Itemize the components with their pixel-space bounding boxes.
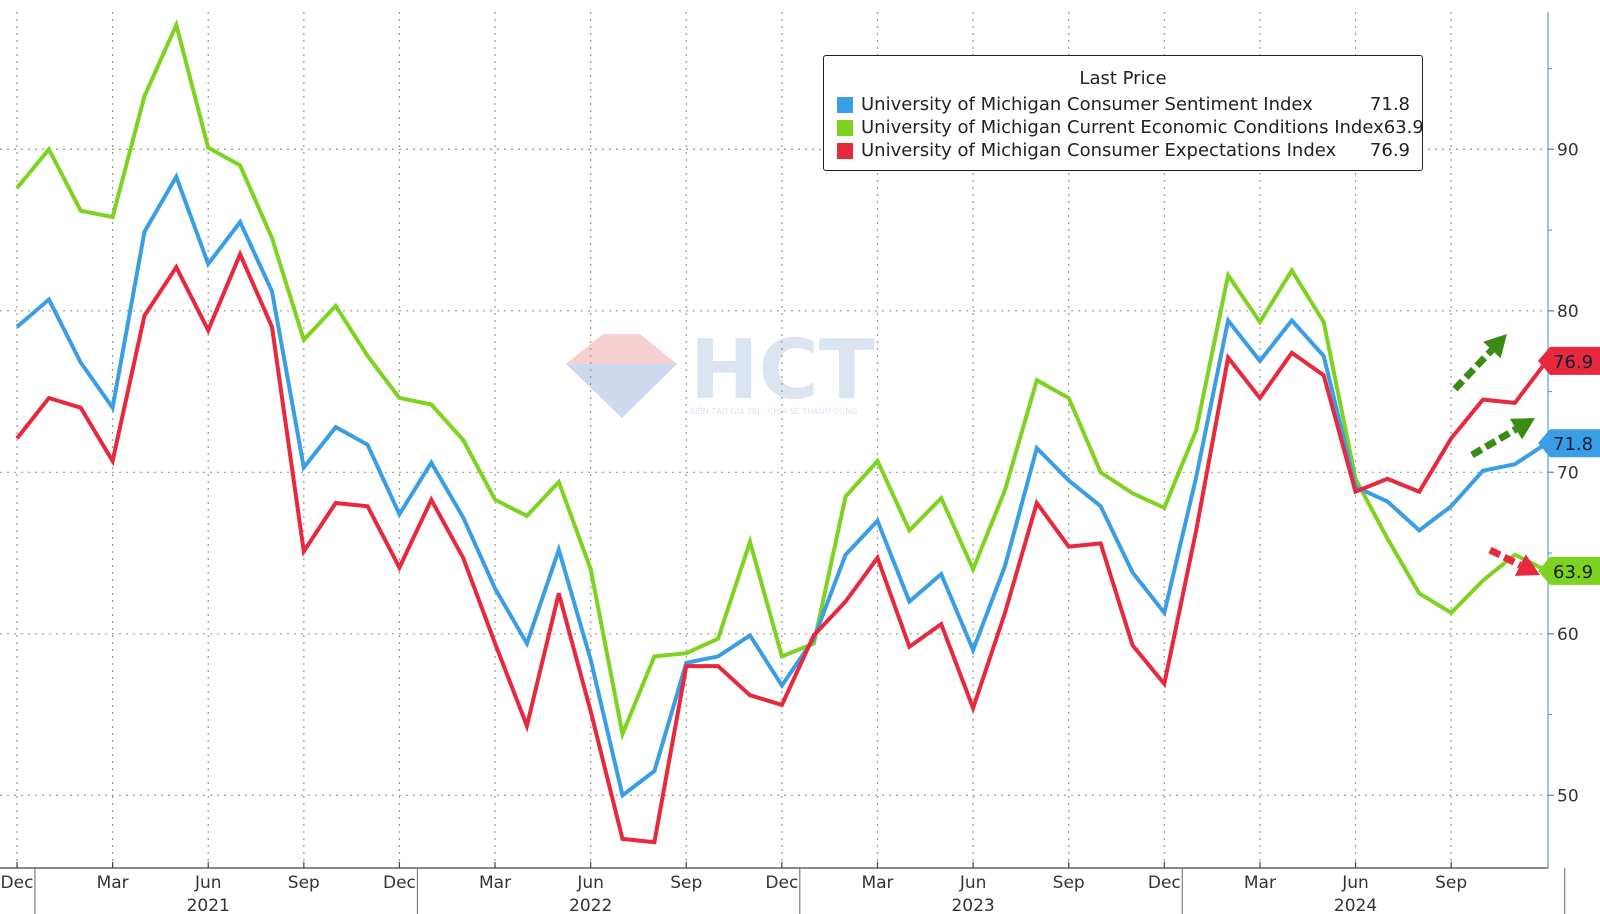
legend-box: Last Price University of Michigan Consum… [823, 55, 1424, 171]
x-year-label: 2022 [569, 896, 612, 914]
x-tick-label: Dec [383, 873, 416, 893]
last-value-tag-current-conditions: 63.9 [1538, 556, 1600, 585]
x-tick-label: Dec [1148, 873, 1181, 893]
x-tick-label: Jun [1341, 873, 1369, 893]
annotation-arrow-up-expectations [1452, 334, 1507, 392]
y-tick-label: 50 [1557, 786, 1579, 806]
x-tick-label: Sep [1435, 873, 1467, 893]
last-value-tag-expectations: 76.9 [1538, 346, 1600, 375]
x-tick-label: Jun [194, 873, 222, 893]
legend-value-expectations: 76.9 [1369, 140, 1410, 161]
last-value-tag-shape [1538, 429, 1600, 458]
y-tick-label: 80 [1557, 302, 1579, 322]
legend-swatch-sentiment [837, 96, 853, 113]
arrow-head [1483, 334, 1507, 359]
x-tick-label: Jun [959, 873, 987, 893]
y-tick-label: 90 [1557, 140, 1579, 160]
x-tick-label: Mar [861, 873, 893, 893]
last-value-tag-label: 63.9 [1553, 562, 1593, 583]
arrow-head [1514, 554, 1540, 576]
x-tick-label: Mar [1244, 873, 1276, 893]
legend-title: Last Price [1079, 68, 1167, 89]
legend-item-sentiment: University of Michigan Consumer Sentimen… [824, 93, 1422, 116]
x-year-label: 2024 [1334, 896, 1377, 914]
legend-item-expectations: University of Michigan Consumer Expectat… [824, 139, 1422, 162]
series-line-expectations [15, 249, 1549, 845]
last-value-tag-sentiment: 71.8 [1538, 429, 1600, 458]
x-tick-label: Sep [670, 873, 702, 893]
legend-label-expectations: University of Michigan Consumer Expectat… [861, 140, 1337, 161]
arrow-shaft [1470, 426, 1518, 459]
legend-item-current-conditions: University of Michigan Current Economic … [824, 116, 1424, 139]
watermark-logo-bottom [566, 364, 677, 418]
last-value-tag-shape [1538, 556, 1600, 585]
legend-label-current-conditions: University of Michigan Current Economic … [861, 117, 1384, 138]
x-tick-label: Mar [479, 873, 511, 893]
series-line-sentiment [15, 171, 1548, 799]
arrow-head [1509, 418, 1535, 440]
x-year-label: 2021 [187, 896, 230, 914]
last-value-tag-label: 76.9 [1553, 352, 1593, 373]
y-tick-label: 70 [1557, 463, 1579, 483]
arrow-shaft [1452, 347, 1495, 392]
y-tick-label: 60 [1557, 625, 1579, 645]
annotation-arrow-down-current [1488, 546, 1540, 576]
x-tick-label: Mar [97, 873, 129, 893]
last-value-tag-shape [1538, 346, 1600, 375]
x-tick-label: Dec [1, 873, 34, 893]
x-tick-label: Dec [765, 873, 798, 893]
watermark-tagline: KIẾN TẠO GIÁ TRỊ - CHIA SẺ THÀNH CÔNG [690, 405, 857, 417]
legend-swatch-expectations [837, 142, 853, 159]
legend-value-current-conditions: 63.9 [1383, 117, 1424, 138]
legend-swatch-current-conditions [837, 119, 853, 136]
legend-value-sentiment: 71.8 [1369, 94, 1410, 115]
arrow-shaft [1488, 546, 1522, 569]
annotation-arrow-up-sentiment [1470, 418, 1535, 459]
series-line-current-conditions [15, 18, 1548, 741]
last-value-tag-label: 71.8 [1553, 434, 1593, 455]
x-tick-label: Sep [1053, 873, 1085, 893]
watermark-logo-top [566, 334, 677, 364]
x-year-label: 2023 [951, 896, 994, 914]
x-tick-label: Jun [576, 873, 604, 893]
x-tick-label: Sep [288, 873, 320, 893]
legend-label-sentiment: University of Michigan Consumer Sentimen… [861, 94, 1313, 115]
